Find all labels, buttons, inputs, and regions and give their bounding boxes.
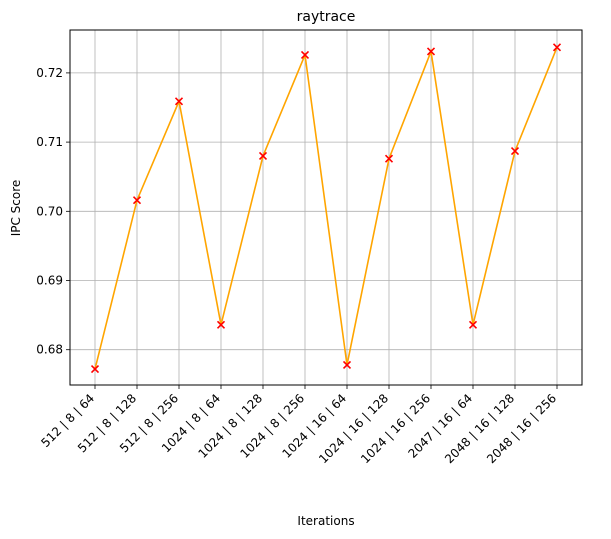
y-axis-label: IPC Score xyxy=(9,180,23,237)
data-point xyxy=(216,320,226,329)
data-point xyxy=(384,154,394,163)
y-axis-ticks: 0.68 0.69 0.70 0.71 0.72 xyxy=(36,66,70,357)
data-point xyxy=(342,360,352,369)
y-tick-label: 0.69 xyxy=(36,274,63,288)
x-axis-label: Iterations xyxy=(297,514,354,528)
y-tick-label: 0.71 xyxy=(36,135,63,149)
plot-frame xyxy=(69,29,583,386)
data-point xyxy=(552,43,562,52)
data-point xyxy=(426,47,436,56)
data-point xyxy=(258,151,268,161)
data-point xyxy=(468,320,478,329)
data-point xyxy=(510,147,520,156)
y-tick-label: 0.68 xyxy=(36,343,63,357)
data-point xyxy=(300,50,310,59)
series-line xyxy=(94,46,558,370)
data-point xyxy=(90,365,100,374)
data-point xyxy=(132,196,142,205)
chart-title: raytrace xyxy=(297,9,356,25)
data-point xyxy=(174,97,184,106)
series xyxy=(90,43,562,374)
y-tick-label: 0.72 xyxy=(36,66,63,80)
y-tick-label: 0.70 xyxy=(36,204,63,218)
grid xyxy=(70,30,582,385)
